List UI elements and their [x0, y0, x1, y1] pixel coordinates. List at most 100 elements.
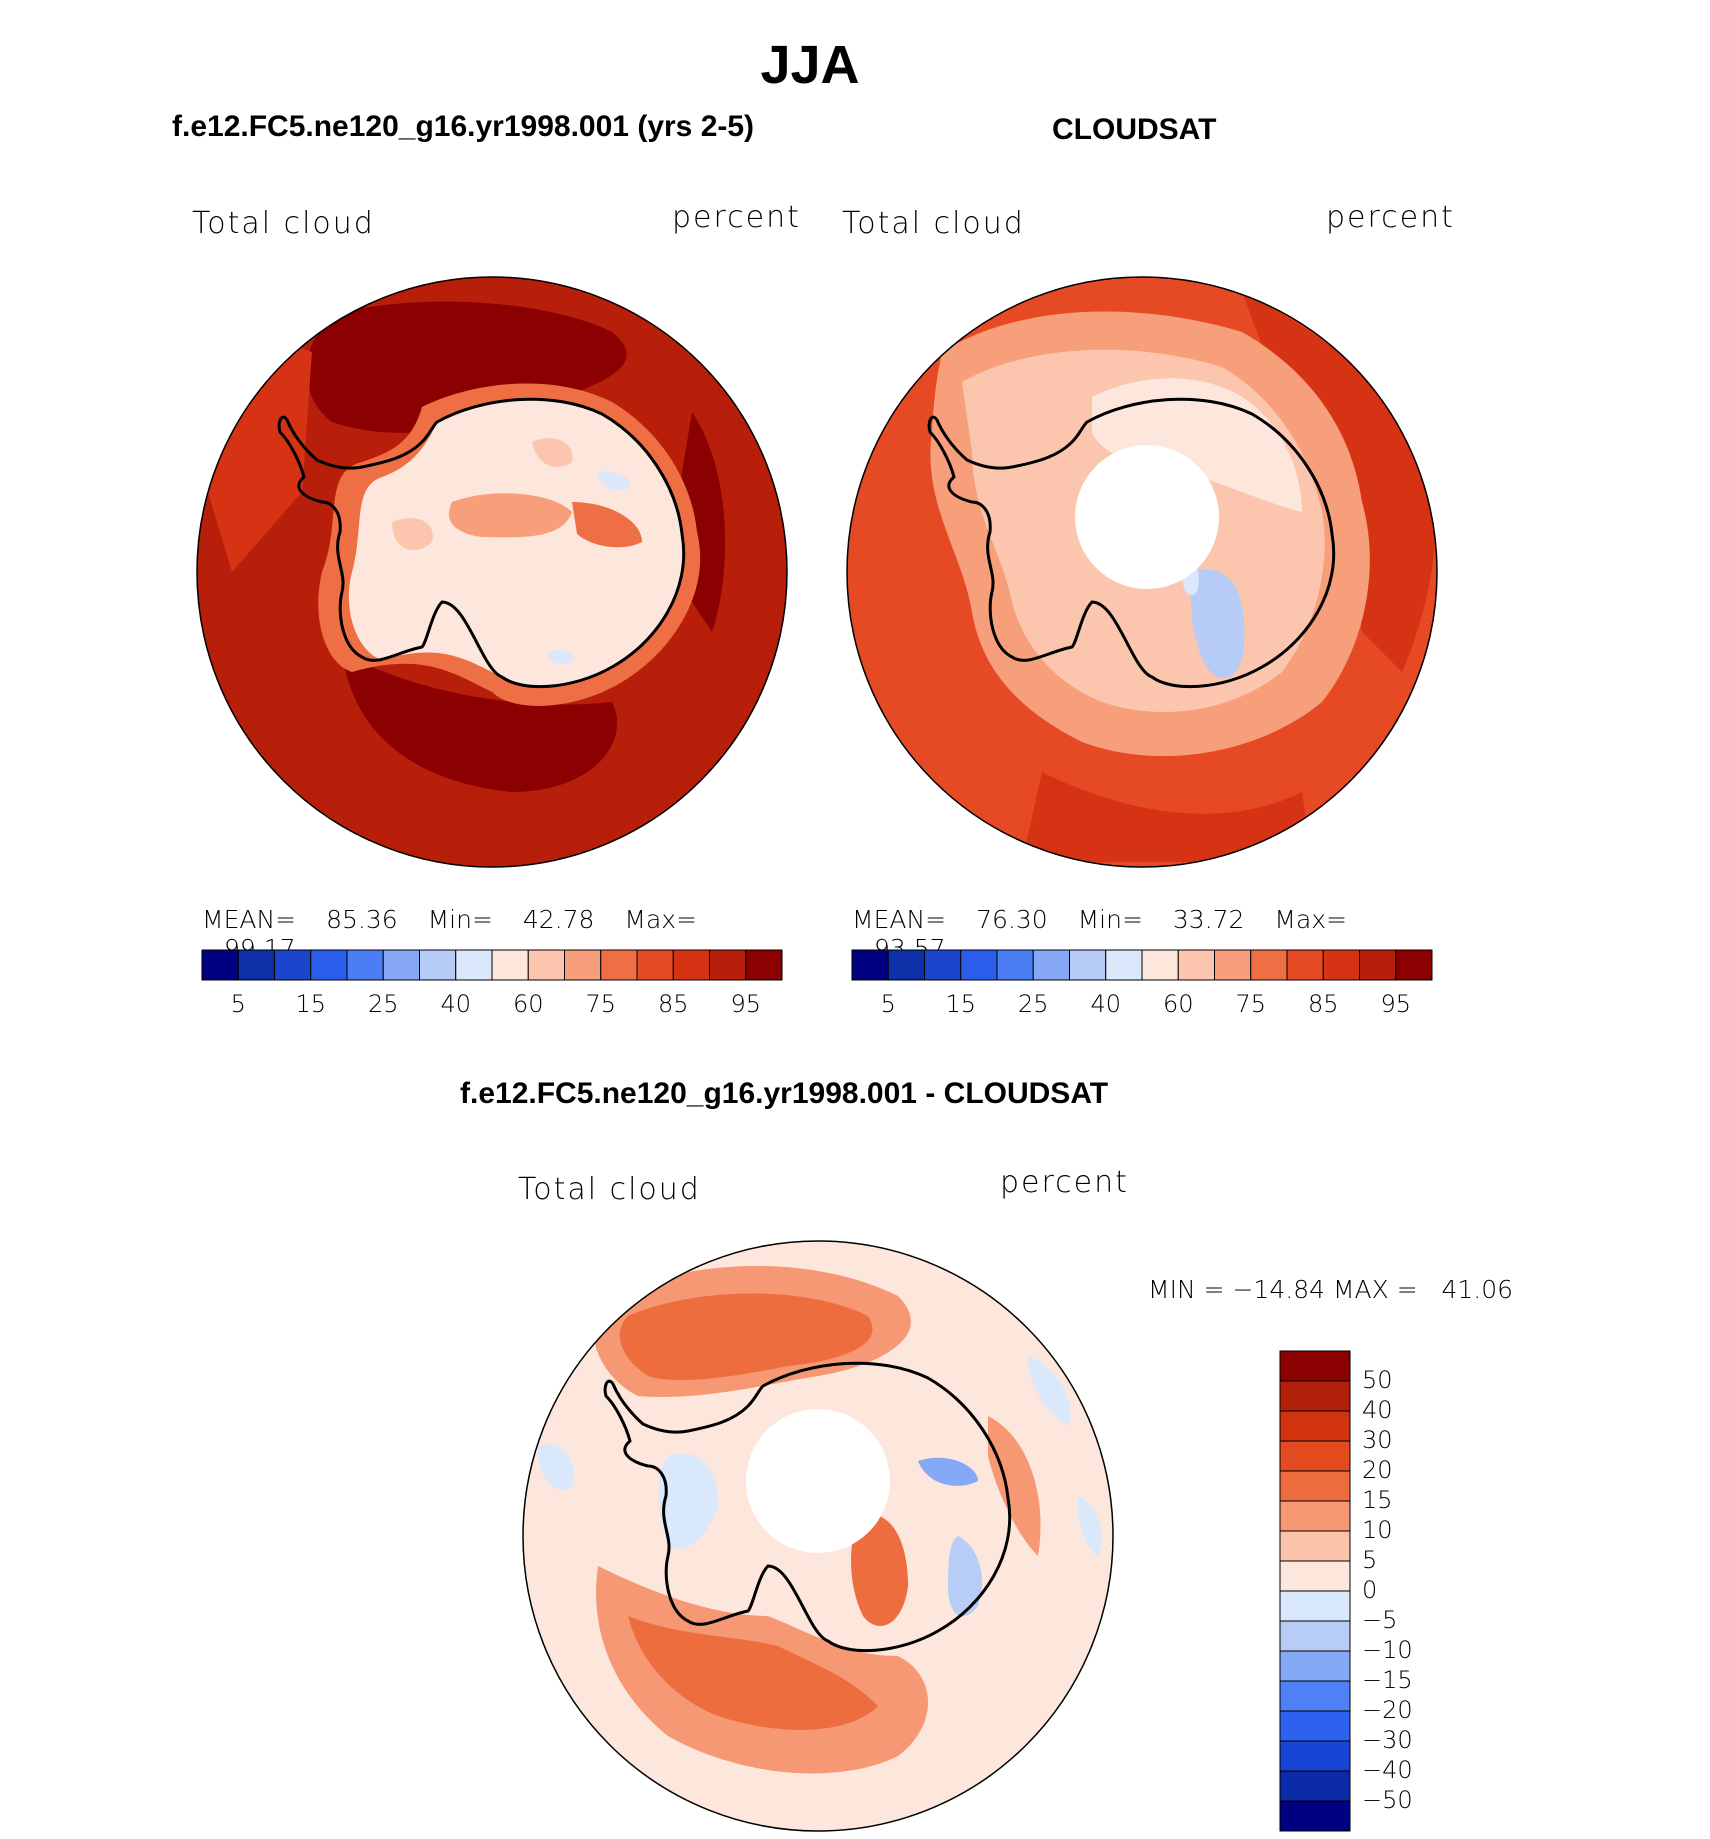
model-stats: MEAN= 85.36 Min= 42.78 Max= 99.17 — [202, 905, 782, 963]
antarctica-coastline — [277, 397, 686, 689]
colorbar-tick-label: 85 — [1307, 990, 1339, 1018]
colorbar-tick-label: 40 — [1362, 1396, 1393, 1424]
model-high-cloud-region — [342, 652, 618, 792]
colorbar-tick-label: 75 — [585, 990, 617, 1018]
obs-missing-pole — [1075, 445, 1219, 589]
diff-minmax: MIN = −14.84 MAX = 41.06 — [1148, 1275, 1514, 1304]
model-mean-label: MEAN= — [202, 905, 297, 934]
model-units-label: percent — [672, 200, 801, 235]
colorbar-swatch — [1069, 949, 1107, 981]
colorbar-swatch — [274, 949, 312, 981]
colorbar-tick-label: 95 — [1380, 990, 1412, 1018]
diff-positive-region — [619, 1293, 873, 1381]
obs-low-region — [1190, 569, 1245, 678]
colorbar-tick-label: −5 — [1362, 1606, 1398, 1634]
diff-colorbar-ticks: 50 40 30 20 15 10 5 0 −5 −10 −15 −20 −30 −40 −50 — [1362, 1351, 1462, 1831]
colorbar-tick-label: 60 — [512, 990, 544, 1018]
colorbar-swatch — [1141, 949, 1179, 981]
diff-polar-map — [522, 1240, 1114, 1832]
figure-title: JJA — [760, 35, 860, 95]
model-colorbar-ticks: 5 15 25 40 60 75 85 95 — [202, 990, 782, 1020]
colorbar-swatch — [1286, 949, 1324, 981]
colorbar-tick-label: −15 — [1362, 1666, 1413, 1694]
colorbar-tick-label: 20 — [1362, 1456, 1393, 1484]
colorbar-swatch — [419, 949, 457, 981]
colorbar-tick-label: −10 — [1362, 1636, 1413, 1664]
colorbar-tick-label: 50 — [1362, 1366, 1393, 1394]
model-low-patch — [547, 650, 573, 665]
diff-negative-region — [948, 1536, 982, 1617]
diff-positive-region — [851, 1514, 908, 1626]
colorbar-swatch — [1395, 949, 1433, 981]
colorbar-swatch — [455, 949, 493, 981]
model-min-label: Min= — [427, 905, 493, 934]
colorbar-swatch — [1279, 1710, 1351, 1742]
diff-panel-title: f.e12.FC5.ne120_g16.yr1998.001 - CLOUDSA… — [460, 1077, 1109, 1110]
colorbar-swatch — [564, 949, 602, 981]
colorbar-tick-label: 60 — [1162, 990, 1194, 1018]
colorbar-swatch — [1177, 949, 1215, 981]
colorbar-swatch — [527, 949, 565, 981]
colorbar-tick-label: 15 — [945, 990, 977, 1018]
colorbar-swatch — [1279, 1800, 1351, 1832]
colorbar-swatch — [1279, 1380, 1351, 1412]
colorbar-tick-label: 75 — [1235, 990, 1267, 1018]
colorbar-swatch — [924, 949, 962, 981]
model-continent-interior — [348, 399, 684, 687]
obs-colorbar-ticks: 5 15 25 40 60 75 85 95 — [852, 990, 1432, 1020]
colorbar-swatch — [745, 949, 783, 981]
colorbar-tick-label: 40 — [440, 990, 472, 1018]
colorbar-tick-label: 5 — [880, 990, 896, 1018]
colorbar-swatch — [1279, 1620, 1351, 1652]
colorbar-swatch — [672, 949, 710, 981]
colorbar-swatch — [1279, 1650, 1351, 1682]
model-panel-title: f.e12.FC5.ne120_g16.yr1998.001 (yrs 2-5) — [172, 110, 755, 143]
colorbar-tick-label: 40 — [1090, 990, 1122, 1018]
obs-mean-value: 76.30 — [976, 905, 1048, 934]
antarctica-coastline — [603, 1361, 1012, 1653]
diff-negative-region — [658, 1453, 718, 1549]
colorbar-tick-label: 10 — [1362, 1516, 1393, 1544]
obs-units-label: percent — [1326, 200, 1455, 235]
colorbar-swatch — [201, 949, 239, 981]
colorbar-swatch — [960, 949, 998, 981]
diff-negative-region — [1077, 1496, 1102, 1556]
colorbar-swatch — [1214, 949, 1252, 981]
colorbar-swatch — [1279, 1500, 1351, 1532]
colorbar-swatch — [600, 949, 638, 981]
model-polar-map — [196, 276, 788, 868]
colorbar-tick-label: 5 — [230, 990, 246, 1018]
obs-left-label: Total cloud — [842, 206, 1025, 241]
model-colorbar — [201, 949, 783, 981]
colorbar-swatch — [1105, 949, 1143, 981]
colorbar-tick-label: 0 — [1362, 1576, 1378, 1604]
diff-missing-pole — [746, 1409, 890, 1553]
model-max-label: Max= — [624, 905, 698, 934]
colorbar-tick-label: 30 — [1362, 1426, 1393, 1454]
diff-positive-region — [628, 1616, 878, 1730]
diff-left-label: Total cloud — [518, 1172, 701, 1207]
colorbar-swatch — [1279, 1440, 1351, 1472]
colorbar-tick-label: −40 — [1362, 1756, 1413, 1784]
obs-min-value: 33.72 — [1172, 905, 1245, 934]
obs-colorbar — [851, 949, 1433, 981]
colorbar-swatch — [1279, 1350, 1351, 1382]
colorbar-tick-label: −20 — [1362, 1696, 1413, 1724]
diff-positive-region — [988, 1416, 1041, 1556]
colorbar-tick-label: 15 — [1362, 1486, 1393, 1514]
obs-mean-label: MEAN= — [852, 905, 947, 934]
colorbar-swatch — [887, 949, 925, 981]
colorbar-swatch — [237, 949, 275, 981]
colorbar-swatch — [1279, 1530, 1351, 1562]
colorbar-tick-label: 25 — [1017, 990, 1049, 1018]
colorbar-swatch — [1279, 1410, 1351, 1442]
colorbar-swatch — [996, 949, 1034, 981]
colorbar-tick-label: 85 — [657, 990, 689, 1018]
colorbar-swatch — [382, 949, 420, 981]
colorbar-tick-label: 5 — [1362, 1546, 1378, 1574]
colorbar-swatch — [491, 949, 529, 981]
colorbar-tick-label: 25 — [367, 990, 399, 1018]
model-mean-value: 85.36 — [326, 905, 398, 934]
colorbar-tick-label: −50 — [1362, 1786, 1413, 1814]
colorbar-swatch — [1322, 949, 1360, 981]
